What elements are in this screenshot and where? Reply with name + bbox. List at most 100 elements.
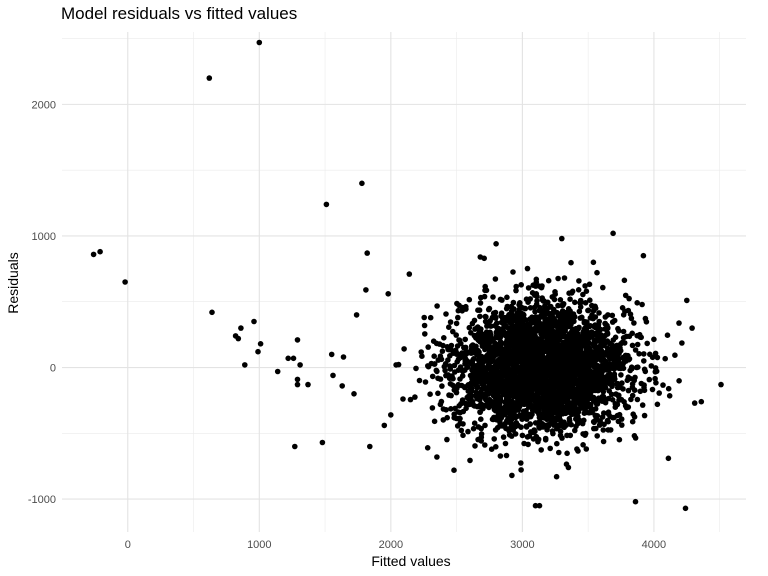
data-point	[641, 412, 648, 419]
data-point	[523, 346, 530, 353]
data-point	[351, 391, 357, 397]
data-point	[576, 308, 583, 315]
data-point	[505, 390, 512, 396]
data-point	[492, 427, 499, 433]
data-point	[616, 328, 622, 334]
data-point	[516, 365, 522, 372]
data-point	[479, 343, 486, 349]
data-point	[518, 310, 525, 317]
data-point	[435, 357, 442, 363]
data-point	[508, 317, 515, 323]
data-point	[518, 358, 524, 365]
data-point	[576, 324, 582, 331]
data-point	[533, 383, 540, 390]
data-point	[251, 318, 257, 325]
data-point	[294, 337, 301, 343]
data-point	[491, 399, 498, 405]
data-point	[544, 373, 551, 379]
data-point	[527, 401, 534, 408]
data-point	[620, 386, 626, 392]
data-point	[652, 365, 659, 371]
data-point	[539, 377, 546, 384]
data-point	[527, 421, 533, 427]
data-point	[477, 394, 484, 401]
data-point	[546, 349, 553, 356]
data-point	[450, 328, 456, 335]
data-point	[478, 416, 484, 423]
data-point	[689, 325, 695, 331]
data-point	[492, 276, 499, 282]
data-point	[439, 348, 446, 355]
data-point	[488, 446, 495, 453]
data-point	[574, 352, 581, 359]
data-point	[488, 332, 494, 338]
data-point	[381, 422, 388, 429]
data-point	[557, 314, 563, 320]
y-axis-title: Residuals	[5, 252, 21, 313]
data-point	[538, 328, 544, 335]
data-point	[257, 341, 264, 347]
data-point	[596, 310, 602, 316]
data-point	[580, 361, 587, 368]
data-point	[499, 331, 506, 337]
data-point	[555, 342, 561, 348]
data-point	[456, 337, 463, 344]
data-point	[557, 388, 563, 395]
data-point	[611, 374, 618, 380]
data-point	[521, 440, 527, 447]
data-point	[478, 425, 485, 432]
data-point	[541, 307, 547, 314]
data-point	[518, 388, 525, 395]
data-point	[526, 433, 533, 439]
data-point	[524, 363, 530, 369]
data-point	[539, 297, 546, 303]
data-point	[574, 446, 580, 452]
data-point	[453, 320, 460, 327]
data-point	[385, 291, 392, 297]
data-point	[527, 368, 533, 374]
data-point	[462, 336, 469, 343]
data-point	[466, 324, 473, 331]
data-point	[570, 376, 576, 383]
data-point	[605, 376, 611, 382]
data-point	[531, 351, 538, 357]
data-point	[463, 405, 469, 412]
data-point	[580, 442, 586, 448]
data-point	[647, 351, 653, 358]
data-point	[568, 259, 574, 266]
data-point	[592, 412, 598, 419]
data-point	[516, 395, 523, 401]
data-point	[427, 391, 433, 398]
data-point	[592, 406, 599, 412]
data-point	[583, 288, 590, 295]
data-point	[328, 351, 335, 358]
data-point	[616, 411, 623, 418]
data-point	[634, 332, 640, 339]
data-point	[561, 309, 567, 316]
data-point	[556, 449, 562, 456]
data-point	[485, 306, 492, 313]
data-point	[571, 369, 577, 376]
data-point	[518, 460, 524, 466]
data-point	[569, 288, 576, 295]
data-point	[466, 296, 473, 303]
data-point	[429, 373, 436, 380]
data-point	[542, 435, 549, 442]
data-point	[502, 440, 509, 447]
data-point	[434, 454, 440, 460]
data-point	[612, 404, 619, 411]
data-point	[518, 304, 524, 310]
data-point	[585, 363, 591, 369]
data-point	[534, 359, 541, 366]
data-point	[502, 420, 509, 427]
data-point	[599, 414, 606, 420]
data-point	[561, 390, 567, 397]
data-point	[90, 251, 97, 258]
data-point	[471, 420, 478, 427]
data-point	[388, 412, 394, 418]
data-point	[502, 366, 509, 373]
data-point	[679, 340, 685, 346]
data-point	[487, 318, 494, 324]
data-point	[292, 443, 298, 450]
data-point	[494, 334, 501, 341]
